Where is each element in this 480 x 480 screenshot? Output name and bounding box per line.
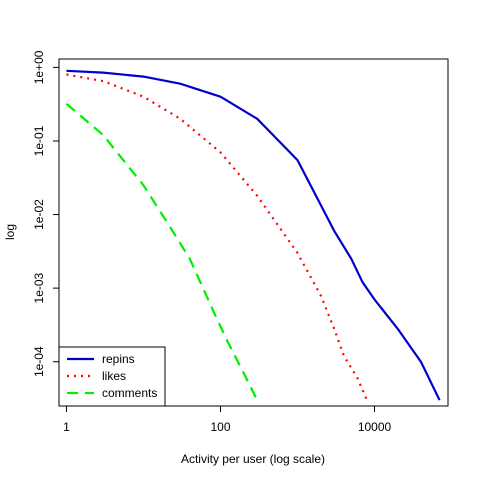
series-likes-line [66,73,369,401]
x-axis: 1 100 10000 [63,406,392,434]
x-tick-label: 10000 [358,420,392,434]
plot-frame [58,58,449,407]
series-layer [65,69,441,401]
y-tick-label: 1e-02 [32,199,46,230]
x-tick-label: 100 [210,420,230,434]
legend-box [58,346,166,407]
legend-label-likes: likes [102,369,126,383]
x-tick-label: 1 [63,420,70,434]
y-axis: 1e-04 1e-03 1e-02 1e-01 1e+00 [32,50,59,377]
legend-label-comments: comments [102,386,157,400]
series-comments-line [65,102,259,401]
x-axis-title: Activity per user (log scale) [181,452,325,466]
y-tick-label: 1e-04 [32,346,46,377]
y-tick-label: 1e-03 [32,272,46,303]
legend: repins likes comments [58,346,166,407]
legend-label-repins: repins [102,352,135,366]
y-tick-label: 1e+00 [32,50,46,84]
series-repins-line [66,69,441,401]
y-axis-title: log [3,224,17,240]
y-tick-label: 1e-01 [32,125,46,156]
